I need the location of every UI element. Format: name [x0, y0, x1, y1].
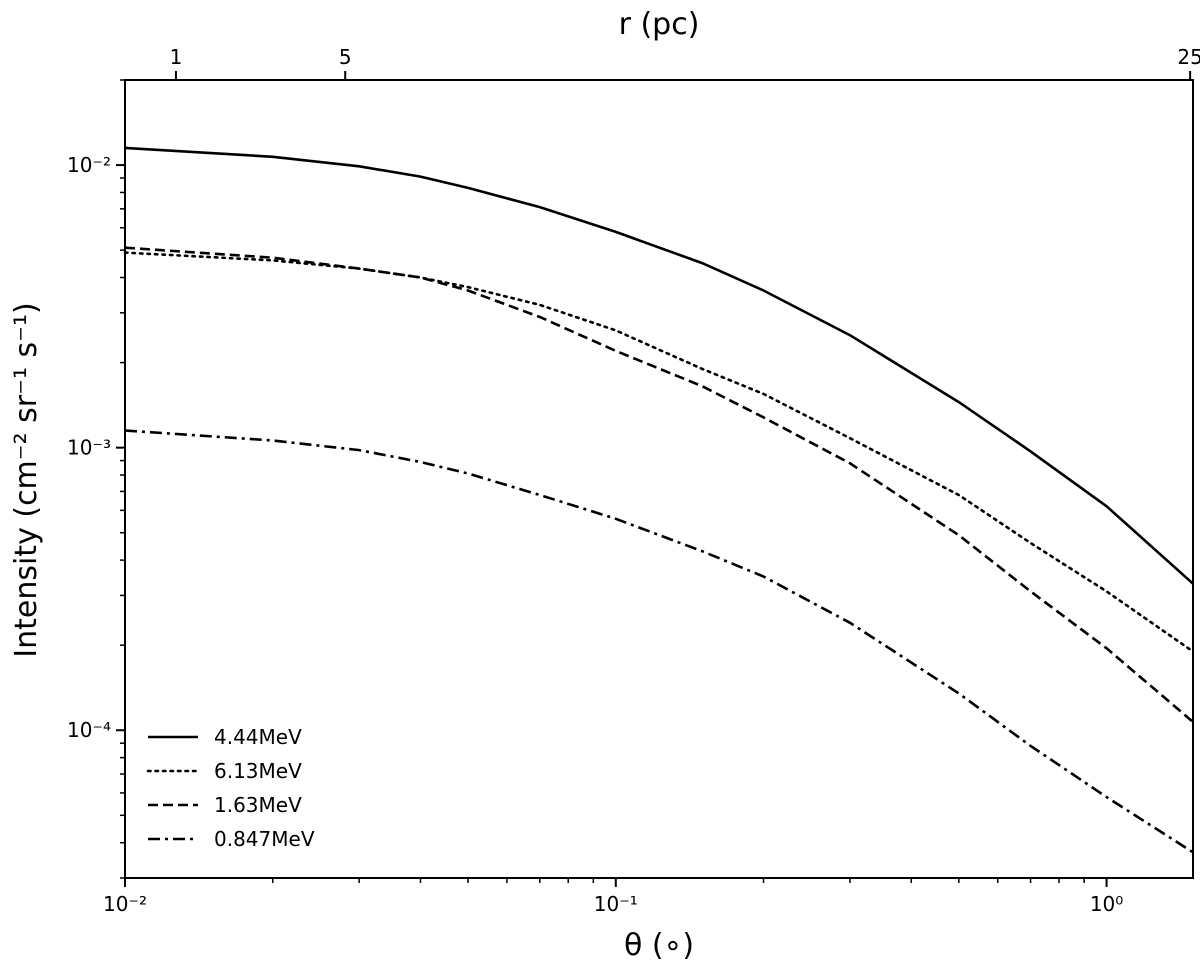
- series-lines: [123, 146, 1195, 854]
- x-tick-label-2: 10⁰: [1090, 892, 1123, 916]
- top-tick-label-1: 5: [339, 45, 352, 69]
- top-tick-label-0: 1: [170, 45, 183, 69]
- legend: 4.44MeV 6.13MeV 1.63MeV 0.847MeV: [146, 725, 315, 851]
- x-axis-title: θ (∘): [624, 928, 694, 963]
- y-tick-label-1: 10⁻³: [67, 436, 111, 460]
- axis-ticks: 10⁻² 10⁻¹ 10⁰ 10⁻² 10⁻³ 10⁻⁴ 1 5 25: [67, 45, 1200, 916]
- y-tick-label-2: 10⁻⁴: [67, 718, 111, 742]
- x-tick-label-1: 10⁻¹: [594, 892, 638, 916]
- series-line-0: [124, 146, 1194, 585]
- legend-label-3: 0.847MeV: [214, 827, 315, 851]
- series-line-1: [123, 251, 1195, 653]
- top-tick-label-2: 25: [1177, 45, 1200, 69]
- y-tick-label-0: 10⁻²: [67, 153, 111, 177]
- series-line-3: [124, 429, 1194, 854]
- legend-label-2: 1.63MeV: [214, 793, 302, 817]
- plot-area: [124, 79, 1194, 879]
- x-tick-label-0: 10⁻²: [103, 892, 147, 916]
- legend-label-0: 4.44MeV: [214, 725, 302, 749]
- top-axis-title: r (pc): [619, 7, 700, 42]
- legend-label-1: 6.13MeV: [214, 759, 302, 783]
- series-line-2: [124, 246, 1194, 723]
- y-axis-title: Intensity (cm⁻² sr⁻¹ s⁻¹): [9, 302, 44, 658]
